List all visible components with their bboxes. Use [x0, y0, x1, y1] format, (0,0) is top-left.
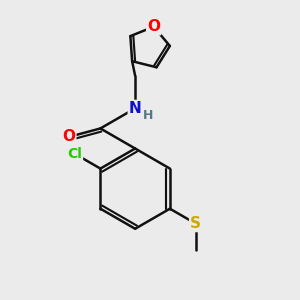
Text: N: N	[129, 101, 142, 116]
Text: H: H	[143, 109, 154, 122]
Text: S: S	[190, 216, 201, 231]
Text: O: O	[62, 129, 75, 144]
Text: O: O	[147, 19, 160, 34]
Text: Cl: Cl	[67, 147, 82, 161]
